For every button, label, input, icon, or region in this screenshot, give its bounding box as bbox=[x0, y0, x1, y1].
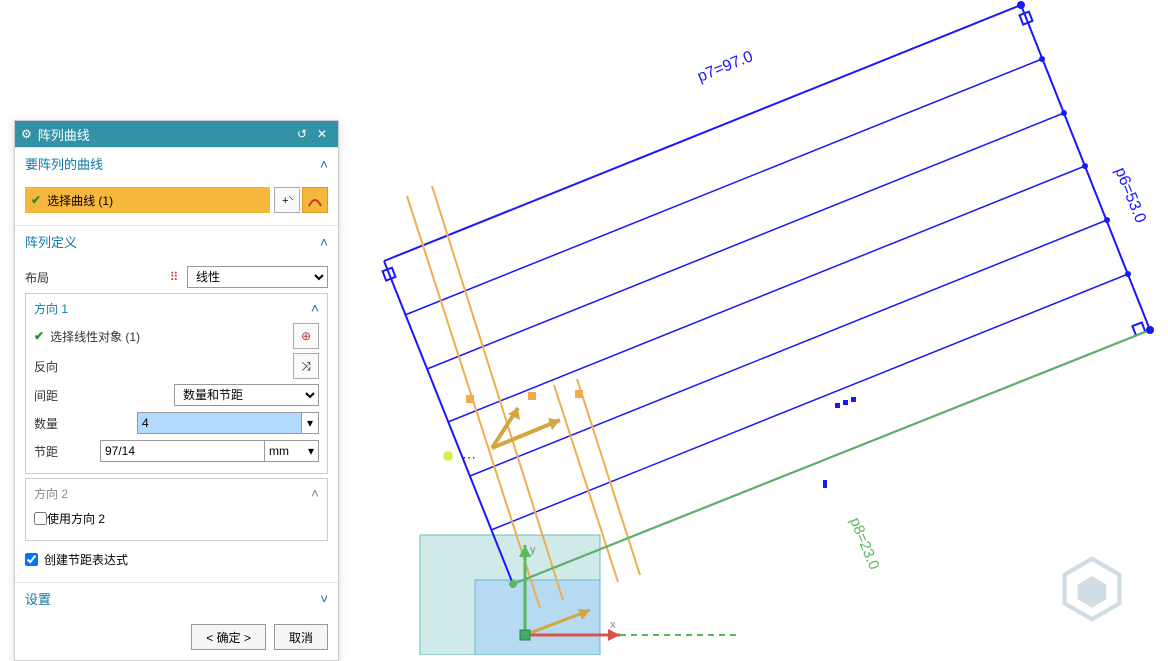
dim-p8: p8=23.0 bbox=[846, 515, 882, 572]
count-label: 数量 bbox=[34, 415, 137, 432]
pitch-label: 节距 bbox=[34, 443, 100, 460]
pattern-curves bbox=[407, 186, 640, 608]
dim-p6: p6=53.0 bbox=[1111, 165, 1149, 225]
create-expression-label: 创建节距表达式 bbox=[44, 551, 128, 568]
use-direction2-label: 使用方向 2 bbox=[47, 510, 105, 527]
csys-box-inner bbox=[475, 580, 600, 655]
cancel-button[interactable]: 取消 bbox=[274, 624, 328, 650]
svg-text:+⸌: +⸌ bbox=[282, 195, 294, 207]
chevron-down-icon: ˄ bbox=[320, 591, 328, 607]
specify-vector-icon[interactable]: ⊕ bbox=[293, 323, 319, 349]
direction2-head[interactable]: 方向 2 ˄ bbox=[34, 485, 319, 502]
curve-rule-icon[interactable] bbox=[302, 187, 328, 213]
reverse-label: 反向 bbox=[34, 358, 293, 375]
chevron-up-icon: ˄ bbox=[320, 156, 328, 172]
add-to-selection-icon[interactable]: +⸌ bbox=[274, 187, 300, 213]
dialog-title: 阵列曲线 bbox=[38, 125, 292, 144]
check-icon: ✔ bbox=[31, 193, 41, 207]
ok-button[interactable]: < 确定 > bbox=[191, 624, 266, 650]
mid-markers bbox=[823, 397, 856, 488]
count-input[interactable] bbox=[137, 412, 301, 434]
direction-arrows: ⋯ bbox=[443, 408, 560, 465]
close-icon[interactable]: ✕ bbox=[312, 124, 332, 144]
svg-text:⋯: ⋯ bbox=[462, 449, 476, 465]
layout-label: 布局 bbox=[25, 269, 165, 286]
pattern-rect bbox=[383, 5, 1150, 584]
csys-box-outer bbox=[420, 535, 600, 655]
count-dropdown-icon[interactable]: ▾ bbox=[301, 412, 319, 434]
chevron-up-icon: ˄ bbox=[311, 485, 319, 502]
dim-p7: p7=97.0 bbox=[695, 48, 755, 86]
select-linear-label: 选择线性对象 (1) bbox=[50, 328, 293, 345]
svg-text:y: y bbox=[530, 544, 536, 556]
reverse-direction-icon[interactable]: ⤨ bbox=[293, 353, 319, 379]
pattern-handles bbox=[466, 390, 583, 403]
chevron-up-icon: ˄ bbox=[320, 234, 328, 250]
pattern-curve-dialog: ⚙ 阵列曲线 ↺ ✕ 要阵列的曲线 ˄ ✔ 选择曲线 (1) +⸌ 阵列定义 ˄… bbox=[14, 120, 339, 661]
pattern-internal-lines bbox=[405, 59, 1128, 530]
select-curve-label: 选择曲线 (1) bbox=[47, 192, 113, 209]
spacing-select[interactable]: 数量和节距 bbox=[174, 384, 319, 406]
layout-select[interactable]: 线性 bbox=[187, 266, 328, 288]
edge-points bbox=[1017, 1, 1154, 334]
chevron-up-icon: ˄ bbox=[311, 300, 319, 317]
watermark-logo bbox=[1056, 553, 1128, 625]
use-direction2-checkbox[interactable] bbox=[34, 512, 47, 525]
pitch-unit-select[interactable]: mm▾ bbox=[264, 440, 319, 462]
origin-axes: x y bbox=[519, 544, 740, 641]
direction2-panel: 方向 2 ˄ 使用方向 2 bbox=[25, 478, 328, 541]
dialog-titlebar[interactable]: ⚙ 阵列曲线 ↺ ✕ bbox=[15, 121, 338, 147]
svg-text:x: x bbox=[610, 619, 616, 631]
direction1-panel: 方向 1 ˄ ✔ 选择线性对象 (1) ⊕ 反向 ⤨ 间距 数量和节距 数量 ▾ bbox=[25, 293, 328, 474]
baseline bbox=[513, 330, 1150, 584]
gear-icon: ⚙ bbox=[21, 127, 32, 141]
reset-icon[interactable]: ↺ bbox=[292, 124, 312, 144]
create-expression-checkbox[interactable] bbox=[25, 553, 38, 566]
direction1-head[interactable]: 方向 1 ˄ bbox=[34, 300, 319, 317]
check-icon: ✔ bbox=[34, 329, 44, 343]
pitch-input[interactable] bbox=[100, 440, 264, 462]
layout-icon: ⠿ bbox=[165, 270, 183, 284]
select-curve-field[interactable]: ✔ 选择曲线 (1) bbox=[25, 187, 270, 213]
section-definition-head[interactable]: 阵列定义 ˄ bbox=[15, 225, 338, 257]
section-settings-head[interactable]: 设置 ˄ bbox=[15, 582, 338, 614]
spacing-label: 间距 bbox=[34, 387, 174, 404]
section-curves-head[interactable]: 要阵列的曲线 ˄ bbox=[15, 147, 338, 179]
